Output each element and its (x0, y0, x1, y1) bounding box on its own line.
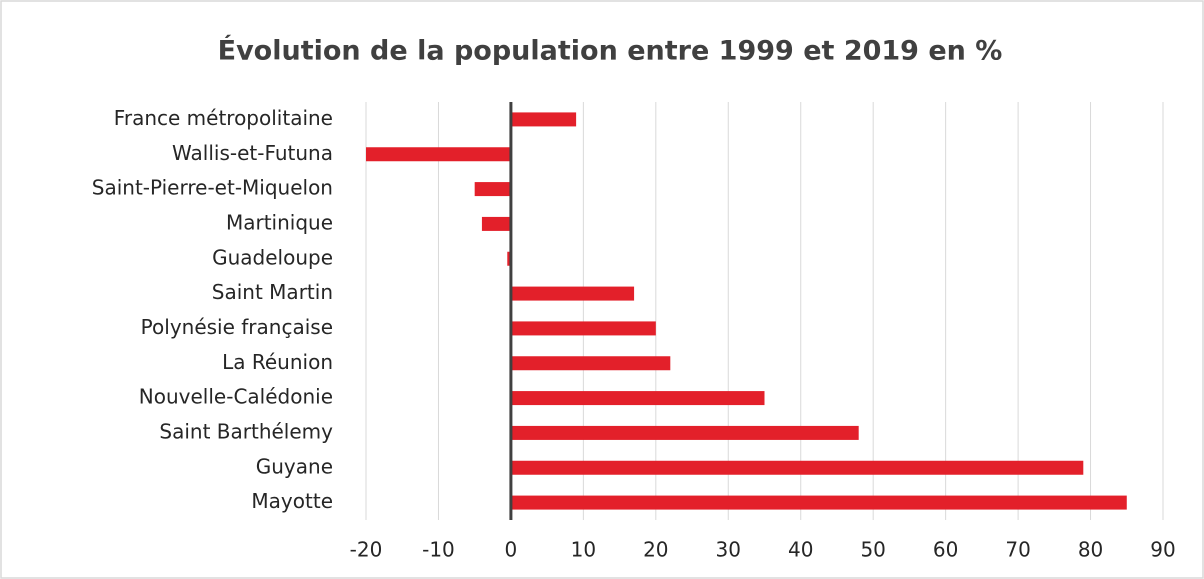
x-tick-label: -10 (422, 538, 455, 562)
y-tick-label: Guyane (256, 454, 333, 478)
bar (510, 391, 765, 406)
bar (510, 356, 671, 371)
x-tick-label: -20 (350, 538, 383, 562)
x-tick-label: 50 (860, 538, 885, 562)
bar (510, 286, 635, 301)
x-tick-label: 60 (933, 538, 958, 562)
x-tick-label: 10 (571, 538, 596, 562)
bar (510, 495, 1127, 510)
chart-title: Évolution de la population entre 1999 et… (218, 35, 1003, 67)
bar (510, 112, 577, 127)
y-tick-label: Saint-Pierre-et-Miquelon (92, 176, 333, 200)
bar (510, 425, 859, 440)
x-tick-label: 0 (505, 538, 518, 562)
y-tick-label: France métropolitaine (114, 106, 333, 130)
y-tick-label: Guadeloupe (212, 245, 333, 269)
bar (510, 321, 656, 336)
bar (481, 216, 511, 231)
x-tick-label: 40 (788, 538, 813, 562)
y-tick-label: Nouvelle-Calédonie (139, 385, 333, 409)
x-tick-label: 20 (643, 538, 668, 562)
x-tick-label: 90 (1150, 538, 1175, 562)
bar (366, 147, 511, 162)
bar (474, 182, 511, 197)
y-tick-label: Saint Barthélemy (159, 419, 333, 443)
bar (507, 251, 511, 266)
y-tick-label: Saint Martin (212, 280, 333, 304)
x-tick-label: 80 (1078, 538, 1103, 562)
y-tick-label: Martinique (226, 210, 333, 234)
y-tick-label: Polynésie française (141, 315, 333, 339)
y-tick-label: La Réunion (222, 350, 333, 374)
x-tick-label: 30 (716, 538, 741, 562)
x-tick-label: 70 (1005, 538, 1030, 562)
y-tick-label: Mayotte (251, 489, 333, 513)
y-tick-label: Wallis-et-Futuna (172, 141, 333, 165)
bar (510, 460, 1084, 475)
